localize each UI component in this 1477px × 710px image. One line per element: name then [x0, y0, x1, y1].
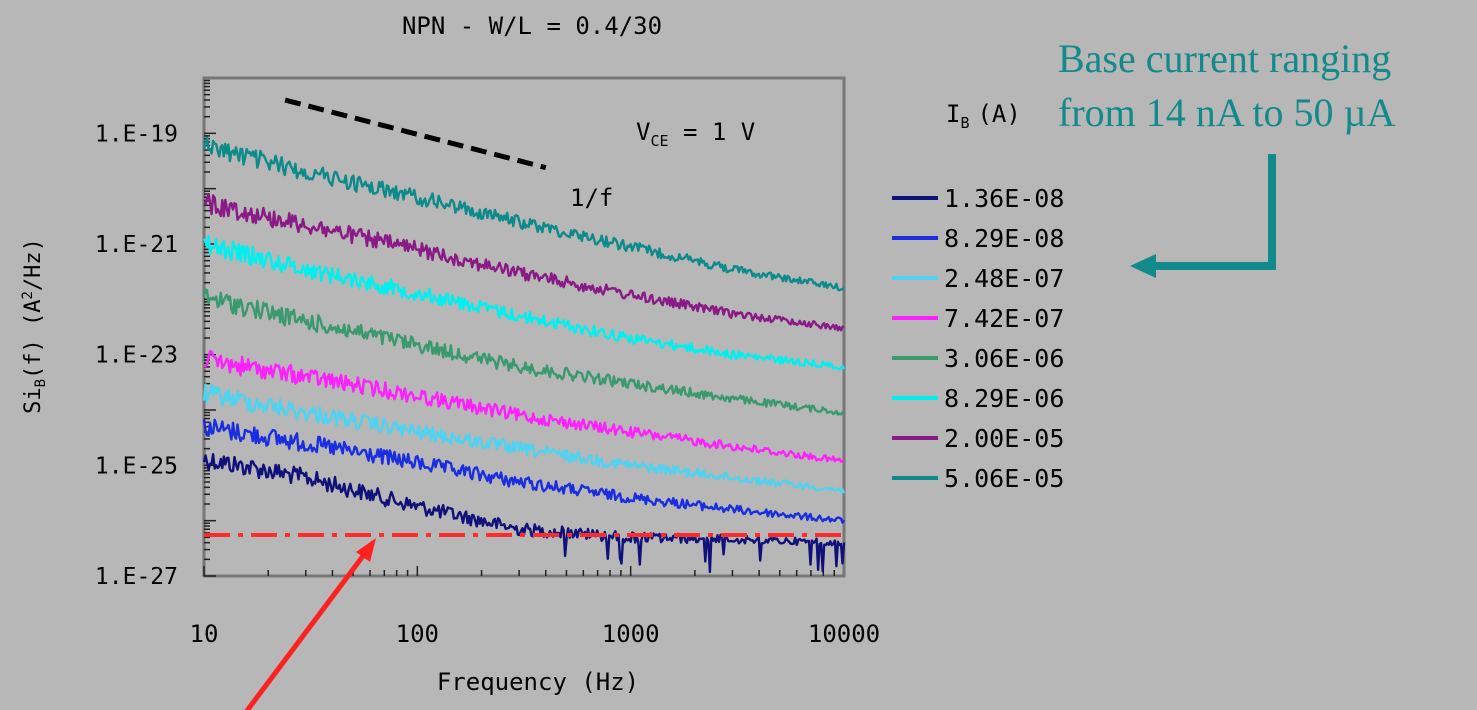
y-tick-labels: 1.E-19 1.E-21 1.E-23 1.E-25 1.E-27 — [95, 121, 178, 590]
series-line — [202, 418, 846, 524]
y-tick-label: 1.E-21 — [95, 232, 178, 258]
legend-label: 2.48E-07 — [944, 264, 1064, 293]
callout-arrow — [1150, 154, 1276, 270]
floor-pointer-arrowhead — [356, 538, 376, 562]
series-line — [203, 350, 845, 463]
series-line — [202, 383, 846, 494]
slope-reference-line — [284, 97, 547, 171]
series-line — [203, 192, 845, 332]
vce-annotation: VCE = 1 V — [636, 118, 755, 150]
x-tick-label: 1000 — [602, 620, 660, 648]
y-tick-label: 1.E-23 — [95, 343, 178, 369]
series-line — [202, 288, 844, 416]
x-axis-label: Frequency (Hz) — [437, 668, 639, 696]
y-tick-label: 1.E-27 — [95, 564, 178, 590]
legend: 1.36E-08 8.29E-08 2.48E-07 7.42E-07 3.06E-06… — [892, 184, 1064, 493]
floor-pointer-arrow — [244, 550, 368, 710]
series-line — [202, 136, 845, 292]
y-tick-label: 1.E-25 — [95, 453, 178, 479]
legend-label: 1.36E-08 — [944, 184, 1064, 213]
legend-label: 7.42E-07 — [944, 304, 1064, 333]
legend-label: 5.06E-05 — [944, 464, 1064, 493]
chart-title: NPN - W/L = 0.4/30 — [402, 12, 662, 40]
legend-label: 8.29E-06 — [944, 384, 1064, 413]
callout-line-2: from 14 nA to 50 µA — [1058, 90, 1396, 135]
x-tick-label: 10 — [190, 620, 219, 648]
plot-area — [202, 76, 846, 578]
slope-label: 1/f — [570, 184, 613, 212]
y-axis-label: SiB(f) (A2/Hz) — [20, 238, 49, 414]
x-minor-ticks — [203, 566, 835, 576]
x-tick-label: 10000 — [808, 620, 880, 648]
y-tick-label: 1.E-19 — [95, 121, 178, 147]
x-tick-labels: 10 100 1000 10000 — [190, 620, 881, 648]
callout-arrowhead — [1130, 254, 1156, 278]
legend-label: 8.29E-08 — [944, 224, 1064, 253]
legend-title: IB (A) — [946, 100, 1021, 132]
callout-line-1: Base current ranging — [1058, 36, 1391, 81]
legend-label: 2.00E-05 — [944, 424, 1064, 453]
x-tick-label: 100 — [396, 620, 439, 648]
series-line — [202, 234, 846, 371]
legend-label: 3.06E-06 — [944, 344, 1064, 373]
